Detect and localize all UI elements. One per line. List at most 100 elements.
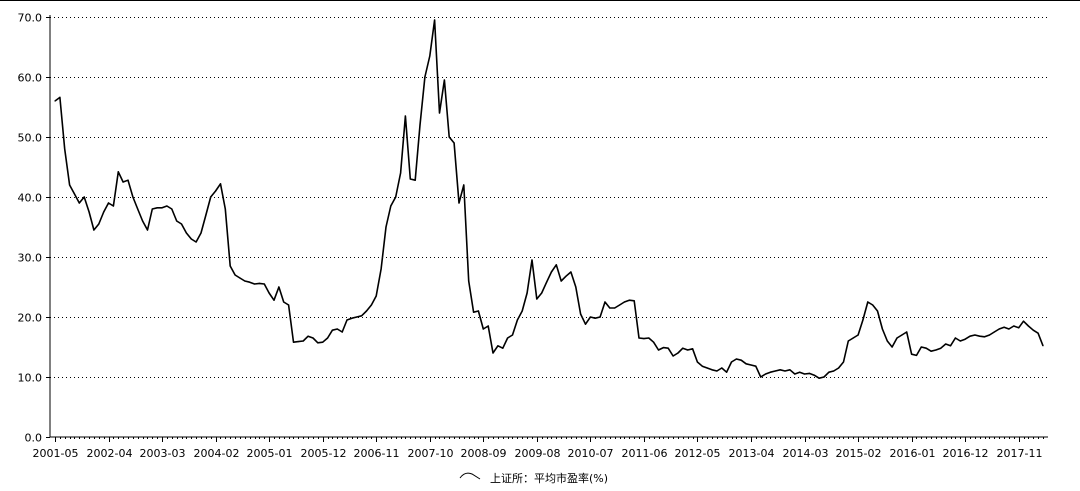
data-point [171,208,173,210]
data-point [594,317,596,319]
data-point [589,316,592,318]
data-point [429,55,431,57]
data-point [59,96,61,98]
x-tick-label: 2004-02 [194,447,240,460]
data-point [146,229,149,231]
data-point [838,367,840,369]
data-point [487,325,489,327]
data-point [872,304,874,306]
data-point [404,115,406,117]
data-point [288,304,290,306]
data-point [740,359,742,361]
x-tick-label: 2006-11 [354,447,400,460]
legend: 上证所：平均市盈率(%) [459,471,608,485]
data-point [584,323,587,325]
data-point [283,301,285,303]
data-point [555,264,557,266]
data-point [619,304,621,306]
y-tick-label: 50.0 [18,132,43,145]
x-axis: 2001-05 2002-04 2003-03 2004-02 2005-01 2005-… [33,436,1048,460]
data-point [886,340,888,342]
data-point [98,223,100,225]
data-point [711,369,713,371]
data-point [784,370,786,372]
data-point [137,208,139,210]
y-tick-label: 0.0 [25,432,43,445]
data-point [424,76,426,78]
data-point [166,205,168,207]
data-points [54,19,1044,379]
data-point [677,352,679,354]
data-point [964,338,966,340]
data-point [361,315,363,317]
data-point [643,338,645,340]
data-point [672,355,674,357]
data-point [760,376,762,378]
x-tick-label: 2002-04 [87,447,133,460]
y-tick-label: 20.0 [18,312,43,325]
data-point [511,334,514,336]
data-point [463,184,465,186]
data-point [614,307,616,309]
data-point [769,371,772,373]
data-point [842,361,845,363]
grid-lines [50,17,1048,378]
data-point [434,19,436,21]
data-point [458,202,460,204]
data-point [852,337,854,339]
data-point [142,220,144,222]
data-point [93,229,95,231]
data-point [151,208,153,210]
data-point [200,232,202,234]
data-point [278,286,280,288]
data-point [1022,320,1025,322]
data-point [633,300,635,302]
data-point [706,367,708,369]
data-point [687,349,689,351]
data-point [998,328,1000,330]
data-point [1027,325,1029,327]
data-point [1042,345,1044,347]
data-point [726,371,728,373]
data-point [258,282,260,284]
x-tick-label: 2001-05 [33,447,79,460]
data-point [327,337,329,339]
data-point [521,310,523,312]
data-point [443,79,445,81]
data-point [215,190,217,192]
data-point [351,317,353,319]
data-point [925,347,927,349]
data-point [911,353,913,355]
data-point [156,207,158,209]
data-point [210,196,212,198]
data-point [1037,332,1039,334]
data-point [322,341,324,343]
data-point [604,301,606,303]
data-point [774,370,776,372]
data-point [653,341,655,343]
data-point [312,337,314,339]
data-point [745,363,747,365]
data-point [599,316,601,318]
data-point [88,211,90,213]
data-point [380,268,382,270]
data-point [54,100,56,102]
data-point [253,283,256,285]
data-point [516,319,519,321]
data-point [331,329,333,331]
data-point [83,196,85,198]
data-point [550,271,553,273]
data-point [239,277,241,279]
data-point [940,347,942,349]
y-tick-label: 30.0 [18,252,43,265]
x-tick-label: 2005-01 [247,447,293,460]
data-point [507,337,509,339]
data-point [682,347,684,349]
y-axis: 0.0 10.0 20.0 30.0 40.0 50.0 60.0 70.0 [18,12,51,445]
data-point [341,331,343,333]
data-point [546,281,548,283]
series-line [54,19,1044,379]
data-point [750,364,752,366]
data-point [648,337,650,339]
